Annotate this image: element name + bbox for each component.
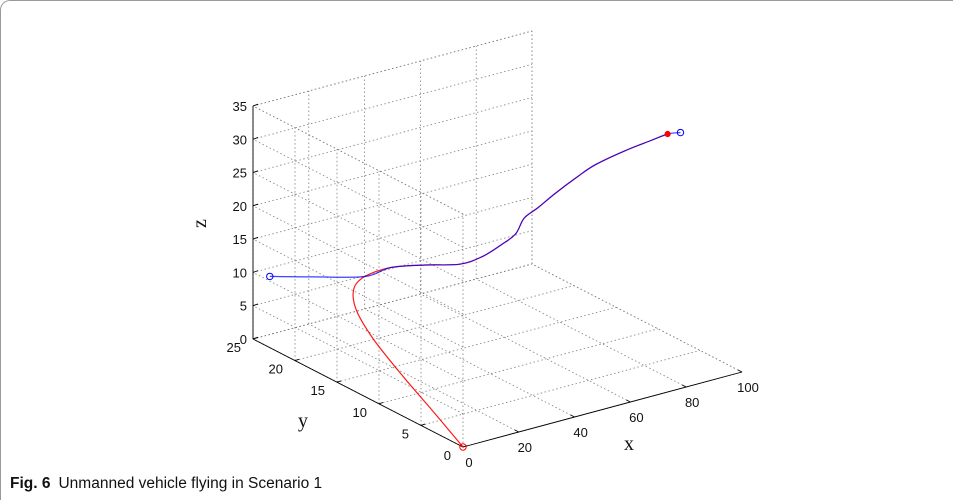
z-tick-mark [252,336,259,340]
figure-caption: Fig. 6 Unmanned vehicle flying in Scenari… [10,475,322,493]
y-tick-label: 15 [311,383,325,398]
x-tick-mark [514,429,520,433]
box-edge [252,263,533,340]
z-tick-label: 0 [240,332,247,347]
box-edge [531,263,743,373]
z-tick-mark [252,103,259,107]
z-tick-mark [252,303,259,307]
grid-line-sidewall-z [252,238,464,348]
series-blue-path [269,131,681,278]
y-axis-line [252,338,464,448]
z-tick-label: 30 [233,132,247,147]
grid-line-backwall-z [252,163,533,240]
x-tick-mark [737,369,743,373]
marker-red-open [459,443,467,451]
grid-line-sidewall-z [252,205,464,315]
x-tick-label: 100 [737,380,759,395]
y-tick-mark [336,380,342,383]
grid-line-backwall-z [252,230,533,307]
grid-line-sidewall-z [252,172,464,281]
grid-line-sidewall-z [252,138,464,248]
x-axis-line [462,371,743,448]
marker-red-filled [664,130,671,138]
grid-line-backwall-z [252,130,533,207]
grid-line-floor-x [420,293,631,403]
z-tick-mark [252,236,259,240]
grid-line-floor-y [294,285,575,361]
y-tick-label: 5 [402,426,409,441]
x-tick-mark [626,399,631,403]
figure-label: Fig. 6 [10,475,51,492]
grid-line-floor-y [378,328,659,405]
z-tick-label: 10 [233,265,247,280]
grid-line-backwall-z [252,97,533,173]
x-tick-label: 20 [518,440,532,455]
z-tick-label: 15 [233,232,247,247]
z-tick-label: 35 [233,99,247,114]
z-tick-label: 5 [240,299,247,314]
figure-caption-text: Unmanned vehicle flying in Scenario 1 [58,475,323,492]
grid-line-backwall-z [252,63,533,140]
grid-line-floor-y [336,306,617,383]
z-tick-label: 20 [233,199,247,214]
x-axis-label: x [624,433,634,455]
y-tick-label: 25 [227,340,241,355]
z-tick-label: 25 [233,166,247,181]
z-tick-mark [252,270,259,273]
axes-layer [252,30,743,448]
marker-blue-open [676,128,685,137]
marker-layer [266,128,685,451]
z-tick-mark [252,203,259,207]
marker-blue-open [266,272,274,281]
grid-line-backwall-z [252,197,533,273]
grid-line-floor-x [476,278,687,388]
x-tick-label: 80 [685,395,699,410]
grid-line-sidewall-z [252,305,464,415]
y-tick-label: 0 [444,448,451,463]
x-tick-label: 60 [629,410,643,425]
grid-line-floor-x [364,308,575,418]
series-layer [269,131,681,448]
z-tick-mark [252,137,259,140]
z-axis-label: z [189,219,211,228]
grid-line-floor-x [308,323,519,433]
y-tick-mark [294,358,300,362]
y-tick-mark [378,402,384,405]
grid-line-sidewall-z [252,272,464,381]
x-tick-mark [681,384,687,388]
y-axis-label: y [298,410,308,432]
x-tick-label: 0 [465,455,472,470]
x-tick-mark [570,414,575,418]
y-tick-label: 20 [269,362,283,377]
z-tick-mark [252,170,259,173]
grid-layer [252,30,743,448]
box-edge [252,105,464,215]
grid-line-floor-y [420,350,701,426]
y-tick-mark [420,423,426,426]
y-tick-label: 10 [353,405,367,420]
box-edge [252,30,533,107]
series-red-path [352,133,668,448]
x-tick-label: 40 [573,425,587,440]
